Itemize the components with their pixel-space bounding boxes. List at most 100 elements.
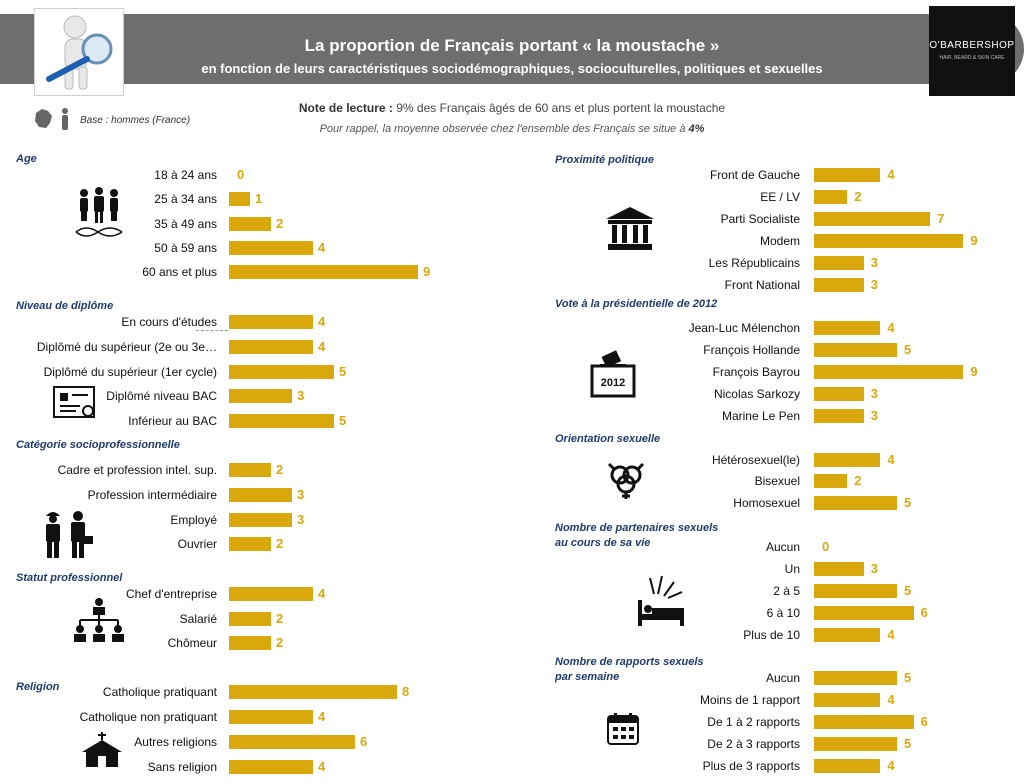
section-title: par semaine [555, 671, 620, 683]
bar-value: 3 [297, 512, 305, 527]
bar-value: 2 [276, 216, 284, 231]
section-title: au cours de sa vie [555, 537, 651, 549]
bar-value: 2 [276, 536, 284, 551]
bar-label: Cadre et profession intel. sup. [57, 463, 217, 477]
bar-value: 3 [870, 408, 879, 423]
bar [229, 612, 271, 626]
bar-value: 5 [339, 364, 347, 379]
bar [814, 562, 864, 576]
bar [814, 190, 848, 204]
bar-label: Diplômé du supérieur (1er cycle) [43, 365, 217, 379]
bar-label: 60 ans et plus [142, 265, 217, 279]
bar [229, 389, 292, 403]
bar [229, 315, 313, 329]
bar-value: 5 [339, 413, 347, 428]
diploma-icon [52, 385, 98, 426]
bar [229, 414, 334, 428]
bar [229, 710, 313, 724]
base-note: Base : hommes (France) [80, 115, 191, 126]
bar-value: 3 [297, 388, 305, 403]
ballot-box-icon: 2012 [590, 350, 636, 405]
bar [229, 537, 271, 551]
bar-label: Front National [724, 278, 800, 292]
bar-label: Aucun [765, 540, 800, 554]
bar-value: 3 [297, 487, 305, 502]
bar-value: 3 [870, 386, 879, 401]
section-title: Religion [16, 681, 60, 693]
bar-label: Modem [759, 234, 800, 248]
section-title: Vote à la présidentielle de 2012 [555, 298, 718, 310]
bar [814, 759, 881, 773]
bar-label: 35 à 49 ans [154, 217, 217, 231]
bar-value: 5 [904, 342, 912, 357]
bar [229, 265, 418, 279]
bar-value: 4 [318, 759, 326, 774]
bar-label: Plus de 10 [743, 628, 800, 642]
bar [814, 671, 897, 685]
bar [814, 234, 964, 248]
section-title: Age [16, 153, 37, 165]
bar [814, 693, 881, 707]
man-icon [62, 108, 68, 130]
bar-value: 6 [360, 734, 368, 749]
bar-value: 6 [920, 714, 928, 729]
section-title: Niveau de diplôme [16, 300, 114, 312]
bar-label: Salarié [179, 612, 217, 626]
bar-label: Employé [170, 513, 217, 527]
bar-value: 2 [276, 611, 284, 626]
france-map-icon [32, 107, 76, 136]
dotted-separator [196, 330, 228, 331]
church-icon [80, 732, 124, 773]
reading-note-text: 9% des Français âgés de 60 ans et plus p… [392, 101, 726, 115]
bar [814, 321, 881, 335]
bar [814, 453, 881, 467]
bar-value: 4 [318, 339, 326, 354]
workers-icon [40, 508, 94, 565]
magnifier-figure-icon [34, 8, 124, 96]
bar [229, 587, 313, 601]
bar-label: Sans religion [147, 760, 217, 774]
bar [814, 474, 848, 488]
bar-value: 0 [822, 539, 830, 554]
bar-value: 9 [970, 233, 978, 248]
bar-value: 4 [887, 452, 895, 467]
bar-value: 9 [423, 264, 431, 279]
bar [229, 463, 271, 477]
reminder-note: Pour rappel, la moyenne observée chez l'… [0, 123, 1024, 135]
bar [229, 760, 313, 774]
org-chart-icon [72, 597, 126, 648]
government-building-icon [604, 205, 656, 256]
bar-label: Plus de 3 rapports [702, 759, 800, 773]
bar [814, 737, 897, 751]
bar [229, 685, 397, 699]
bar-label: 18 à 24 ans [154, 168, 217, 182]
barbershop-logo: O'BARBERSHOP HAIR, BEARD & SKIN CARE [929, 6, 1015, 96]
bar-value: 4 [318, 240, 326, 255]
bar-label: 6 à 10 [766, 606, 800, 620]
bar [229, 636, 271, 650]
bar-value: 2 [854, 473, 862, 488]
bar-label: Aucun [765, 671, 800, 685]
bar [229, 340, 313, 354]
bar-label: Diplômé du supérieur (2e ou 3e… [36, 340, 217, 354]
bar-label: Front de Gauche [709, 168, 800, 182]
section-title: Nombre de partenaires sexuels [555, 522, 719, 534]
bar-label: EE / LV [760, 190, 800, 204]
bar-label: Nicolas Sarkozy [713, 387, 800, 401]
bar [229, 488, 292, 502]
bar-label: Diplômé niveau BAC [106, 389, 217, 403]
bar-label: Les Républicains [708, 256, 800, 270]
section-title: Statut professionnel [16, 572, 123, 584]
bar [814, 387, 864, 401]
bar-label: Marine Le Pen [721, 409, 800, 423]
chart-subtitle: en fonction de leurs caractéristiques so… [201, 61, 823, 76]
bar-value: 0 [237, 167, 245, 182]
bar-label: De 1 à 2 rapports [707, 715, 800, 729]
gender-symbols-icon [606, 460, 646, 505]
bar-label: Autres religions [134, 735, 217, 749]
bar [814, 365, 964, 379]
bar [814, 409, 864, 423]
bar-value: 2 [276, 462, 284, 477]
bar-label: Moins de 1 rapport [699, 693, 800, 707]
bar [814, 212, 931, 226]
